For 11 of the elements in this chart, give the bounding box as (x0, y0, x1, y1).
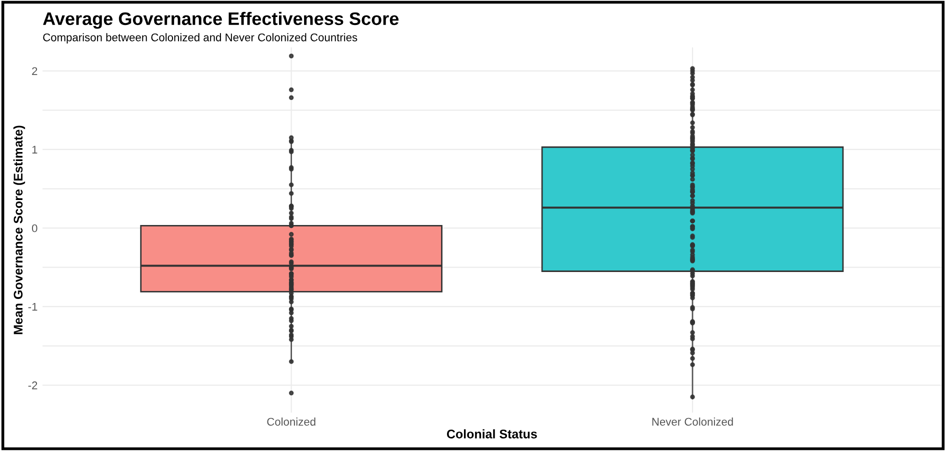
x-axis-title: Colonial Status (446, 429, 537, 438)
y-axis-title: Mean Governance Score (Estimate) (13, 126, 26, 334)
y-tick-label: 0 (32, 224, 38, 232)
y-tick-label: -2 (28, 381, 38, 390)
y-tick-label: 1 (32, 146, 38, 154)
chart-title: Average Governance Effectiveness Score (43, 12, 399, 29)
y-tick-label: -1 (28, 302, 38, 311)
x-tick-label: Never Colonized (652, 418, 733, 426)
y-tick-label: 2 (32, 67, 38, 75)
x-tick-label: Colonized (267, 418, 316, 426)
chart-subtitle: Comparison between Colonized and Never Colonized Countries (43, 33, 358, 44)
